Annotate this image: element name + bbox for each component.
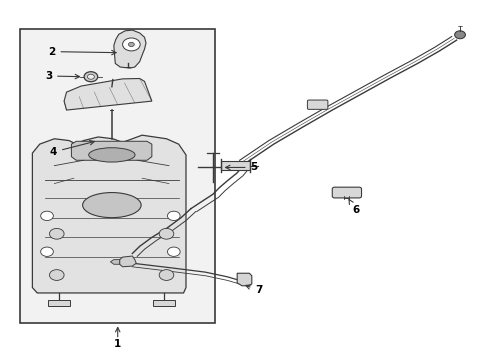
Circle shape bbox=[122, 38, 140, 51]
Text: 3: 3 bbox=[45, 71, 80, 81]
Circle shape bbox=[159, 270, 173, 280]
Ellipse shape bbox=[82, 193, 141, 218]
Bar bbox=[20, 30, 215, 323]
Text: 4: 4 bbox=[50, 140, 94, 157]
Polygon shape bbox=[110, 260, 120, 264]
Circle shape bbox=[167, 247, 180, 256]
Text: 1: 1 bbox=[114, 339, 121, 349]
Circle shape bbox=[87, 74, 94, 79]
Circle shape bbox=[41, 211, 53, 221]
Text: 7: 7 bbox=[245, 285, 262, 296]
Ellipse shape bbox=[88, 148, 135, 162]
Bar bbox=[153, 300, 174, 306]
Circle shape bbox=[49, 228, 64, 239]
Polygon shape bbox=[237, 273, 251, 286]
Text: 2: 2 bbox=[48, 46, 116, 57]
Circle shape bbox=[128, 42, 134, 46]
Polygon shape bbox=[114, 30, 146, 68]
Circle shape bbox=[167, 211, 180, 221]
Polygon shape bbox=[120, 256, 136, 267]
Polygon shape bbox=[64, 78, 152, 110]
Bar bbox=[221, 161, 250, 170]
Circle shape bbox=[49, 270, 64, 280]
Text: 6: 6 bbox=[348, 199, 359, 216]
Polygon shape bbox=[32, 135, 185, 293]
Bar bbox=[48, 300, 70, 306]
Polygon shape bbox=[71, 141, 152, 160]
FancyBboxPatch shape bbox=[307, 100, 327, 109]
Circle shape bbox=[41, 247, 53, 256]
FancyBboxPatch shape bbox=[331, 187, 361, 198]
Circle shape bbox=[159, 228, 173, 239]
Text: 5: 5 bbox=[225, 162, 257, 172]
Circle shape bbox=[84, 72, 98, 82]
Circle shape bbox=[454, 31, 465, 39]
